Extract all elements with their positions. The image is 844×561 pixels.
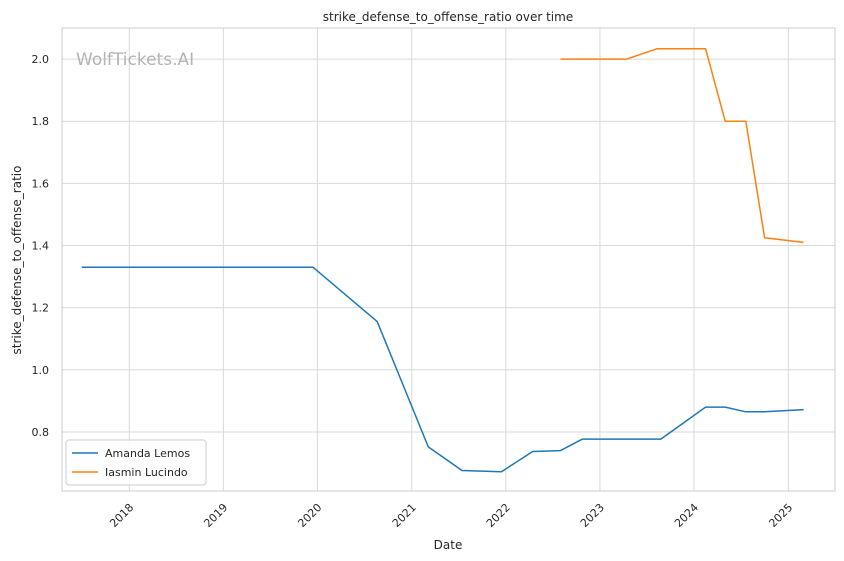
legend-label-iasmin-lucindo: Iasmin Lucindo [105, 466, 188, 479]
y-tick-label: 1.2 [32, 302, 50, 315]
y-tick-label: 0.8 [32, 426, 50, 439]
y-tick-label: 2.0 [32, 53, 50, 66]
legend-box [65, 439, 207, 486]
watermark: WolfTickets.AI [76, 50, 194, 70]
y-tick-label: 1.6 [32, 177, 50, 190]
y-tick-label: 1.4 [32, 240, 50, 253]
plot-frame [61, 27, 836, 492]
legend: Amanda Lemos Iasmin Lucindo [65, 439, 207, 486]
x-axis-label: Date [434, 538, 463, 552]
y-tick-label: 1.0 [32, 364, 50, 377]
y-tick-labels: 0.8 1.0 1.2 1.4 1.6 1.8 2.0 [32, 53, 50, 439]
series-layer [81, 48, 804, 473]
chart-title: strike_defense_to_offense_ratio over tim… [323, 10, 573, 24]
series-line-iasmin-lucindo [560, 48, 804, 244]
grid [62, 28, 835, 491]
series-line-amanda-lemos [81, 266, 804, 473]
y-axis-label: strike_defense_to_offense_ratio [10, 166, 24, 355]
y-tick-label: 1.8 [32, 115, 50, 128]
legend-label-amanda-lemos: Amanda Lemos [105, 447, 190, 460]
